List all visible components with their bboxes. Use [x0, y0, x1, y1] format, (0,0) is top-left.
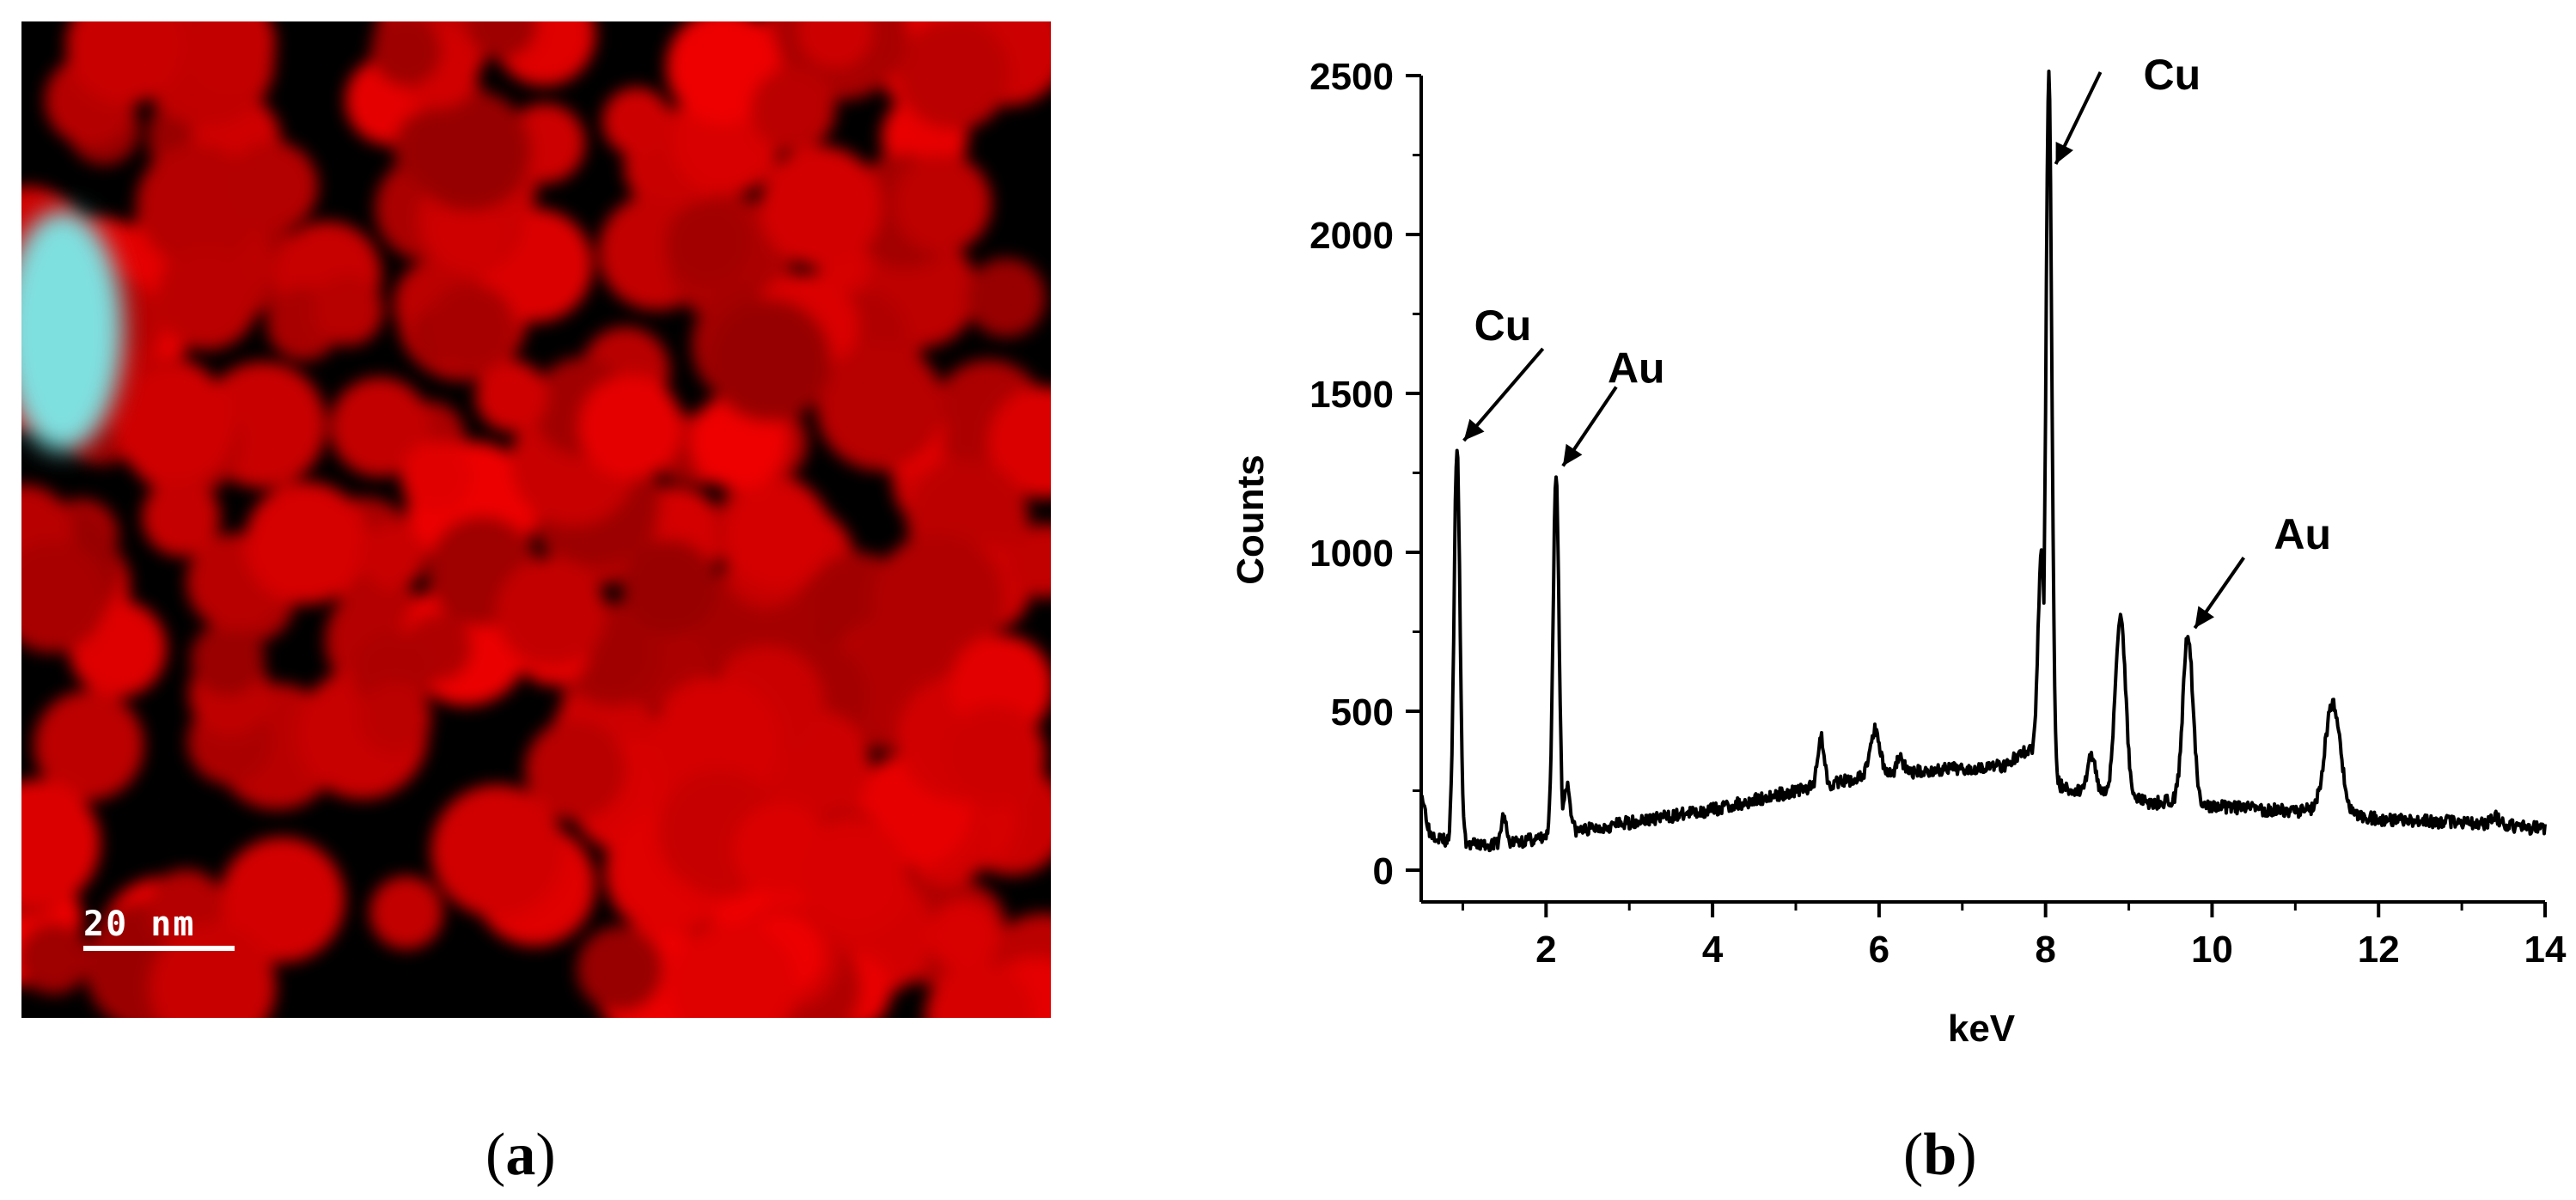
- y-tick-label: 1500: [1309, 374, 1394, 416]
- x-tick-label: 8: [2035, 929, 2055, 971]
- y-tick-label: 2000: [1309, 215, 1394, 257]
- annotation-arrowhead: [2194, 606, 2214, 629]
- particle: [897, 21, 1010, 131]
- particle: [142, 478, 221, 557]
- particle: [750, 66, 836, 152]
- particle: [313, 275, 384, 346]
- particle: [227, 141, 318, 232]
- peak-label: Cu: [1474, 302, 1532, 350]
- particle: [21, 779, 101, 908]
- annotation-arrow: [1462, 347, 1545, 442]
- particle: [525, 719, 626, 820]
- particle: [400, 441, 473, 514]
- particle: [723, 480, 832, 588]
- particle: [66, 21, 185, 104]
- particle: [1009, 523, 1051, 598]
- particle: [219, 837, 345, 963]
- particle: [21, 923, 90, 995]
- particle: [156, 247, 259, 350]
- particle: [760, 145, 882, 267]
- particle: [707, 298, 832, 423]
- particle: [369, 875, 443, 950]
- scale-bar-label: 20 nm: [83, 905, 196, 944]
- y-tick-label: 500: [1331, 691, 1394, 734]
- y-tick-label: 0: [1373, 850, 1394, 892]
- particle: [925, 962, 1034, 1018]
- panel-label-b: (b): [1903, 1122, 1977, 1188]
- particle: [988, 387, 1051, 499]
- particle: [330, 377, 430, 477]
- x-tick-label: 10: [2191, 929, 2233, 971]
- x-tick-label: 14: [2524, 929, 2567, 971]
- particle: [34, 690, 144, 801]
- particle: [21, 540, 109, 653]
- annotation-arrowhead: [1562, 443, 1583, 466]
- particle: [190, 622, 265, 697]
- particle: [669, 923, 797, 1018]
- peak-label: Au: [1608, 344, 1665, 393]
- x-tick-label: 6: [1869, 929, 1889, 971]
- peak-label: Cu: [2144, 51, 2201, 99]
- particle: [359, 523, 426, 590]
- particle: [942, 704, 1047, 807]
- scale-bar: [83, 946, 235, 951]
- particle: [408, 89, 532, 212]
- x-tick-label: 2: [1535, 929, 1556, 971]
- particle: [893, 154, 992, 253]
- particle: [370, 21, 443, 87]
- chart-axes: 2 4 6 8 10 12 14 0 500 1000 1500 2000 2500: [1309, 56, 2567, 971]
- spectrum-series-line: [1419, 70, 2547, 853]
- annotation-arrowhead: [1463, 418, 1485, 441]
- peak-annotations: Cu Au Cu Au: [1462, 51, 2331, 630]
- particle: [579, 375, 683, 478]
- particle: [430, 784, 565, 917]
- particle: [464, 21, 538, 60]
- peak-label: Au: [2274, 510, 2331, 558]
- particle: [475, 360, 547, 432]
- particle: [577, 925, 664, 1013]
- particle: [651, 677, 782, 807]
- y-axis-label: Counts: [1230, 454, 1272, 585]
- x-tick-label: 4: [1702, 929, 1724, 971]
- x-tick-label: 12: [2358, 929, 2400, 971]
- particle: [602, 87, 671, 156]
- particle: [967, 258, 1046, 338]
- elemental-map-drawing: [21, 21, 1051, 1018]
- particle: [797, 819, 908, 932]
- elemental-map-image: 20 nm: [21, 21, 1051, 1018]
- particle: [665, 200, 750, 284]
- particle: [114, 365, 235, 485]
- y-tick-label: 1000: [1309, 533, 1394, 575]
- particle: [929, 900, 998, 971]
- particle: [434, 197, 504, 267]
- particle: [622, 539, 718, 635]
- particle: [244, 481, 368, 605]
- particle: [136, 143, 259, 267]
- particle: [798, 21, 872, 68]
- particle: [496, 557, 606, 667]
- particle: [816, 343, 944, 471]
- annotation-arrowhead: [2055, 142, 2073, 164]
- panel-label-a: (a): [485, 1122, 556, 1188]
- particle: [424, 283, 517, 375]
- x-axis-label: keV: [1948, 1008, 2016, 1050]
- particle: [666, 21, 780, 125]
- cyan-region: [21, 210, 123, 451]
- particle: [359, 682, 431, 754]
- particle: [191, 21, 268, 92]
- y-tick-label: 2500: [1309, 56, 1394, 98]
